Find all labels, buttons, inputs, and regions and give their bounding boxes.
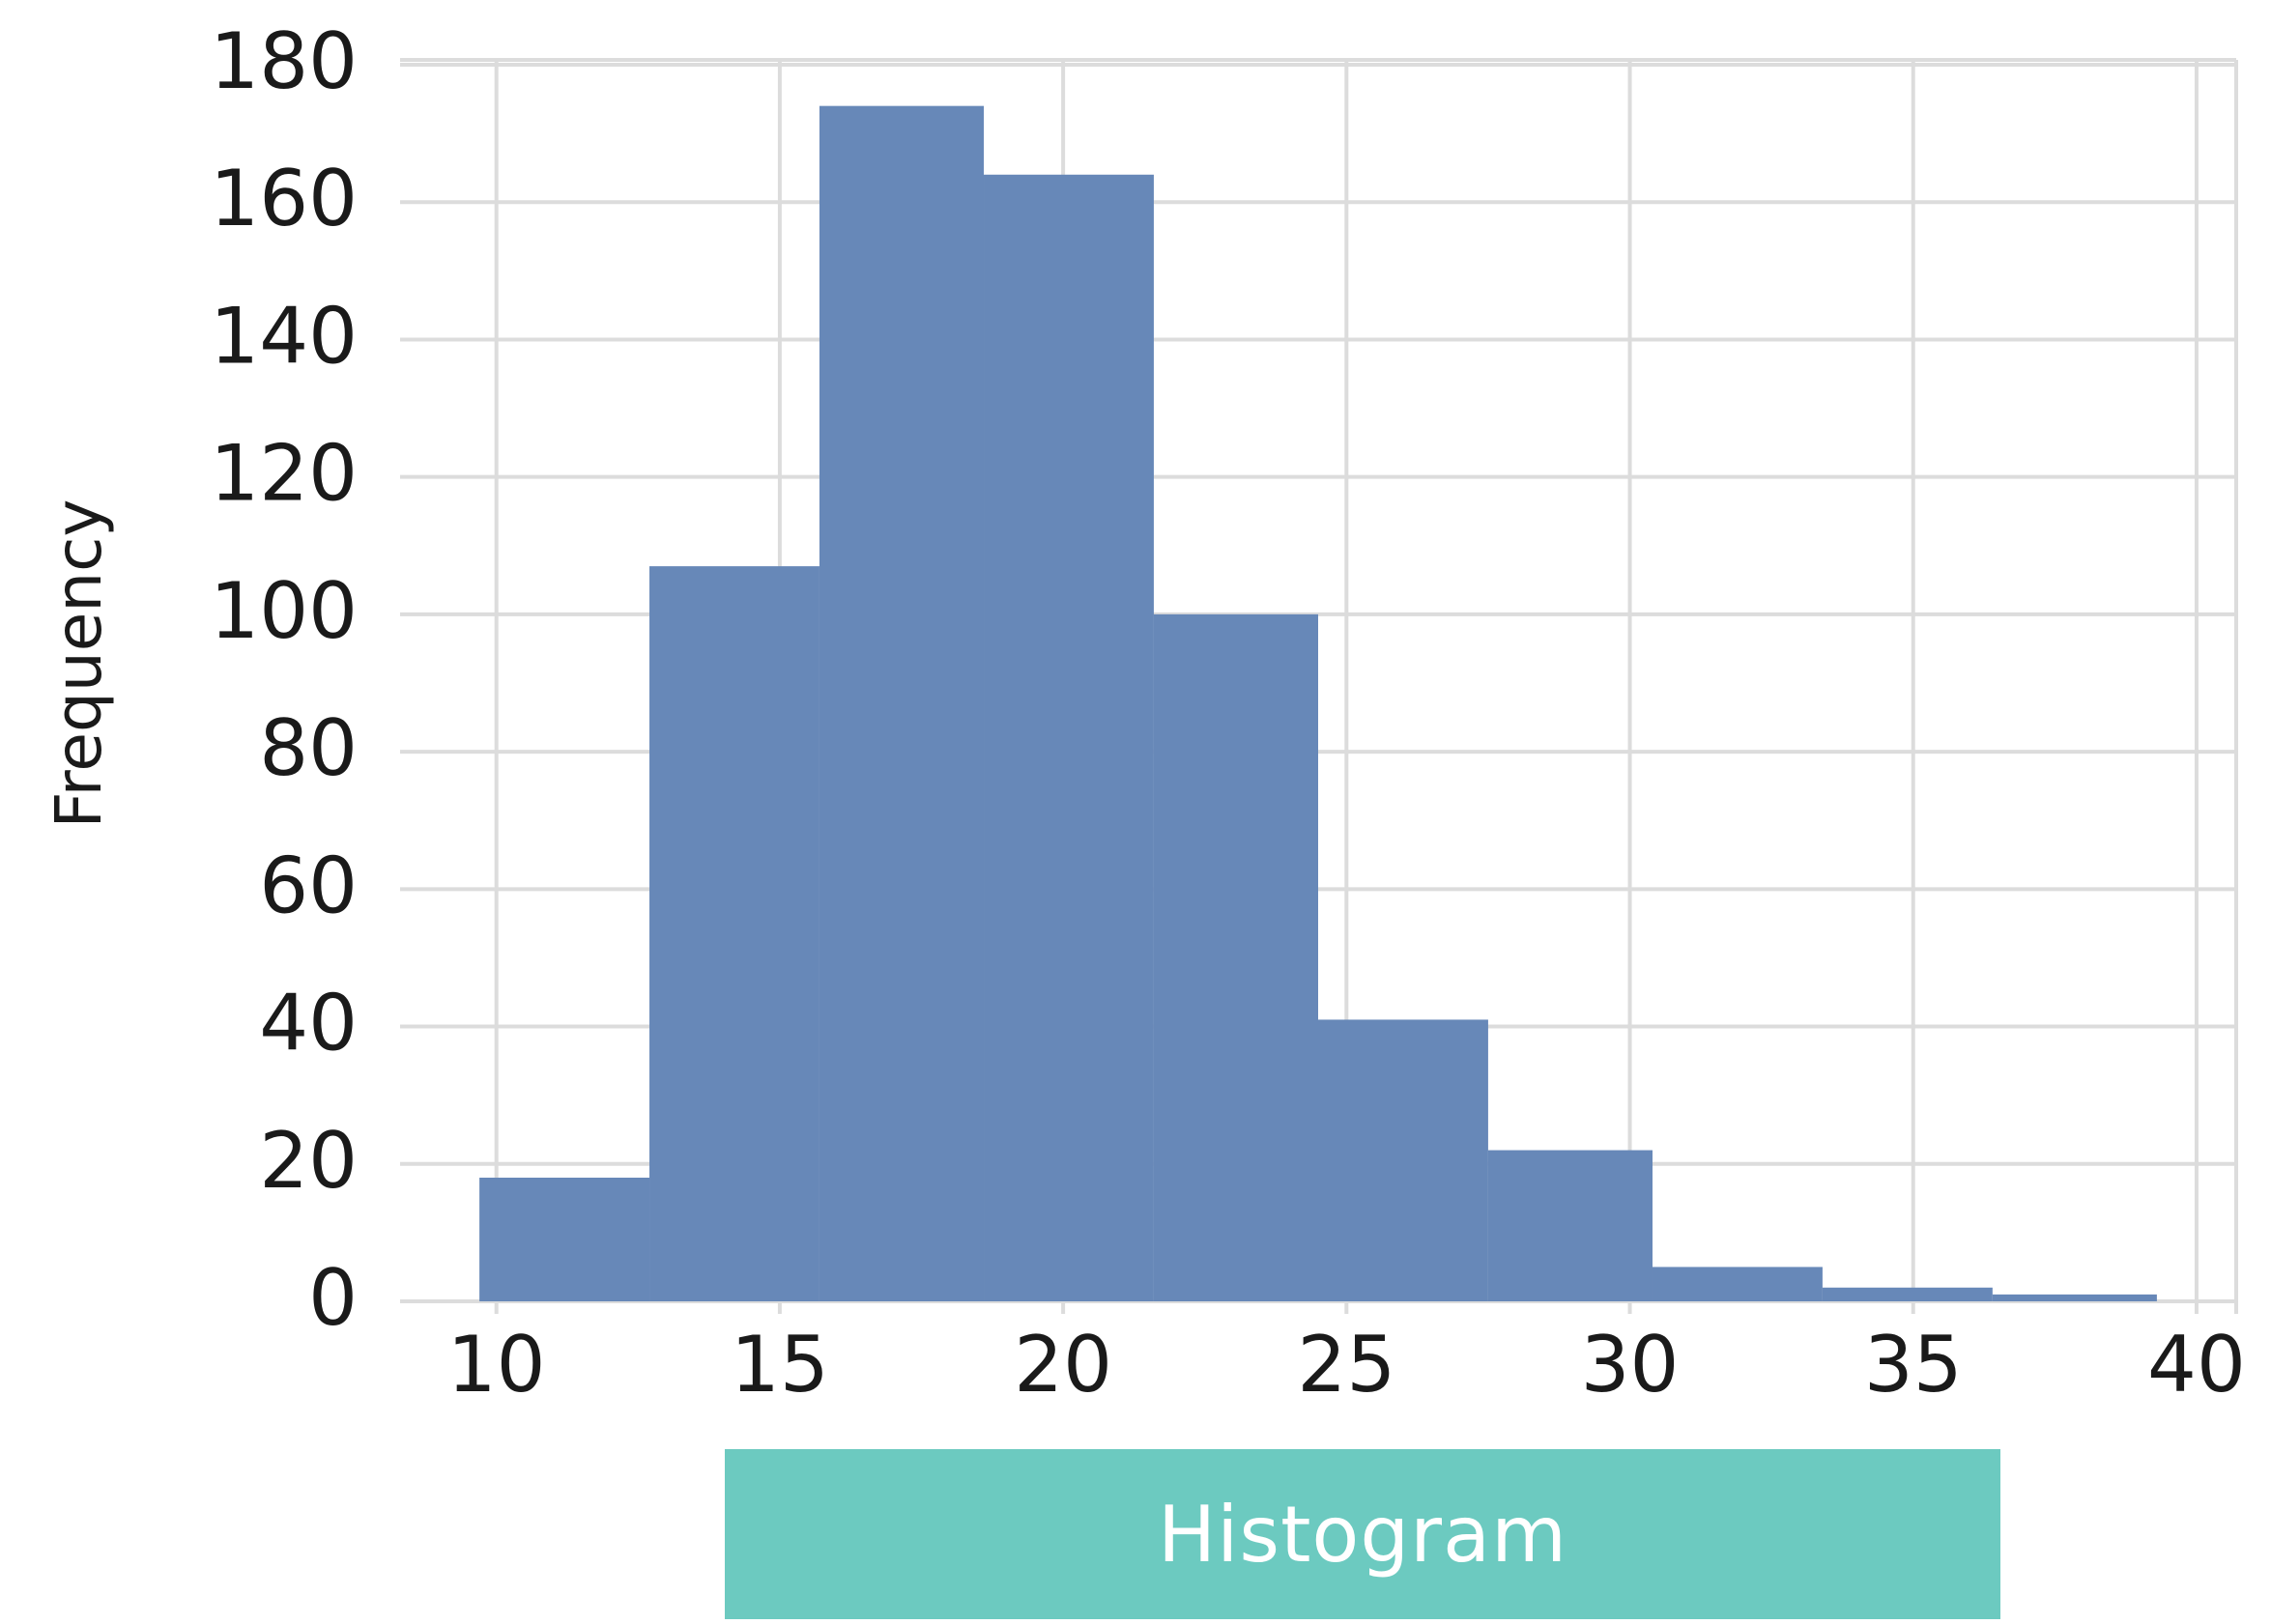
histogram-bar: [1822, 1287, 1993, 1301]
y-tick-label: 100: [210, 566, 358, 656]
histogram-bar: [1992, 1294, 2157, 1301]
histogram-bar: [1487, 1150, 1653, 1301]
histogram-caption: Histogram: [725, 1449, 2000, 1619]
x-tick-label: 35: [1864, 1320, 1963, 1410]
histogram-bar: [1318, 1019, 1488, 1301]
y-tick-label: 0: [308, 1253, 358, 1343]
bars-group: [479, 105, 2157, 1302]
x-tick-label: 30: [1581, 1320, 1680, 1410]
histogram-bar: [1652, 1267, 1823, 1301]
histogram-bar: [479, 1178, 650, 1301]
x-tick-label: 10: [447, 1320, 546, 1410]
y-tick-label: 120: [210, 429, 358, 519]
x-tick-labels: 10 15 20 25 30 35 40: [447, 1320, 2246, 1410]
y-tick-label: 20: [259, 1116, 358, 1206]
y-tick-label: 80: [259, 703, 358, 793]
y-tick-label: 140: [210, 291, 358, 381]
x-tick-label: 40: [2147, 1320, 2246, 1410]
y-tick-labels: 0 20 40 60 80 100 120 140 160 180: [210, 16, 358, 1343]
histogram-bar: [1153, 613, 1318, 1301]
histogram-bar: [984, 174, 1154, 1301]
y-axis-title: Frequency: [42, 499, 116, 829]
y-tick-label: 180: [210, 16, 358, 106]
histogram-bar: [819, 105, 985, 1302]
x-tick-label: 25: [1297, 1320, 1395, 1410]
histogram-bar: [649, 566, 819, 1301]
y-tick-label: 160: [210, 154, 358, 243]
y-tick-label: 40: [259, 979, 358, 1068]
y-tick-label: 60: [259, 840, 358, 930]
x-tick-label: 15: [731, 1320, 829, 1410]
x-tick-label: 20: [1014, 1320, 1112, 1410]
